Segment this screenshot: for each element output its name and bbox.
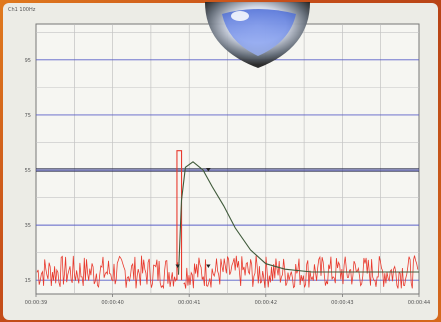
- curve-trace: [177, 161, 419, 275]
- y-tick-label: 15: [25, 278, 31, 284]
- curve-series: [177, 161, 419, 275]
- x-tick-labels: 00:00:39 00:00:40 00:00:41 00:00:42 00:00:43…: [25, 300, 430, 306]
- x-tick-label: 00:00:44: [408, 300, 430, 306]
- x-tick-label: 00:00:42: [255, 300, 277, 306]
- noise-trace: [183, 255, 419, 289]
- x-tick-label: 00:00:43: [331, 300, 353, 306]
- y-tick-label: 35: [25, 223, 31, 229]
- y-tick-label: 75: [25, 113, 31, 119]
- y-tick-label: 55: [25, 168, 31, 174]
- grid: [35, 24, 420, 297]
- x-tick-label: 00:00:40: [101, 300, 123, 306]
- noise-series: [36, 255, 419, 290]
- pulse-series: [176, 150, 183, 281]
- markers: [175, 168, 211, 269]
- y-tick-label: 95: [25, 58, 31, 64]
- reference-lines: [36, 168, 419, 172]
- chart-title: Ch1 100Hz: [8, 7, 36, 13]
- x-tick-label: 00:00:41: [178, 300, 200, 306]
- water-droplet: [205, 2, 310, 68]
- x-tick-label: 00:00:39: [25, 300, 47, 306]
- pulse-trace: [176, 150, 183, 281]
- y-tick-labels: 15 35 55 75 95: [25, 58, 31, 284]
- marker-triangle: [206, 264, 211, 269]
- noise-trace: [36, 255, 179, 290]
- marker-triangle: [206, 168, 211, 172]
- marker-triangle: [175, 264, 180, 269]
